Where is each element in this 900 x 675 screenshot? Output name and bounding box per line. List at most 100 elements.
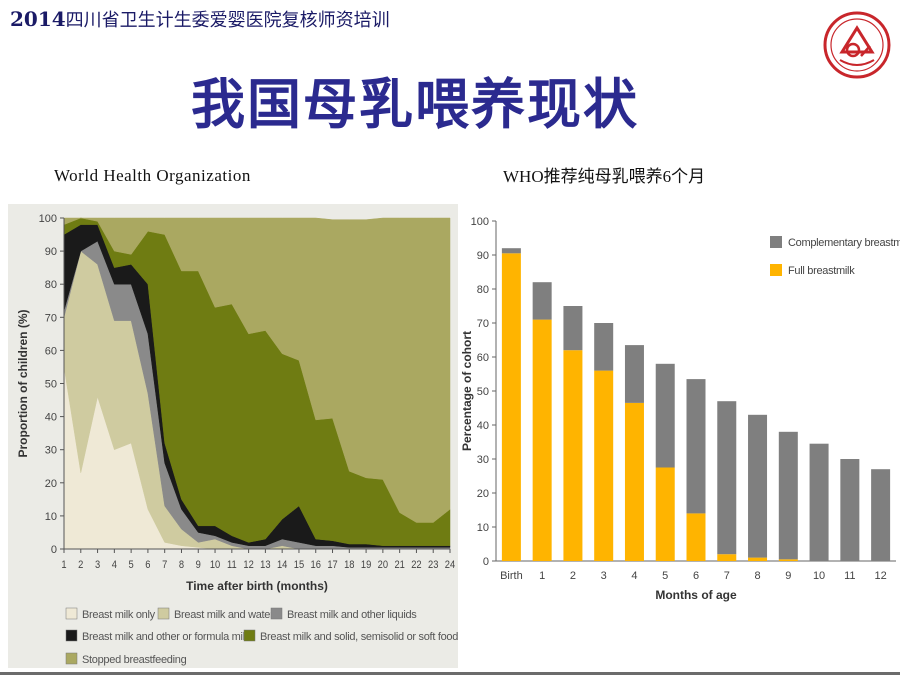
y-tick-label: 0 [483,556,489,568]
y-tick-label: 90 [477,250,489,262]
bar-full [717,554,737,561]
header-text: 四川省卫生计生委爱婴医院复核师资培训 [65,10,390,31]
bar-complementary [686,379,706,514]
legend-swatch-1 [770,264,782,276]
legend-label-5: Stopped breastfeeding [82,654,187,666]
x-tick-label: 8 [179,559,184,571]
y-tick-label: 50 [477,386,489,398]
x-tick-label: 9 [785,570,791,582]
y-axis-label: Proportion of children (%) [16,310,30,458]
y-tick-label: 40 [45,412,57,424]
footer-line [0,672,900,675]
y-tick-label: 80 [477,284,489,296]
bar-complementary [563,306,583,351]
legend-swatch-1 [157,607,170,620]
bar-full [778,559,798,561]
bar-full [501,253,521,562]
x-tick-label: 16 [311,559,322,571]
x-tick-label: 12 [874,570,886,582]
x-tick-label: 7 [724,570,730,582]
y-tick-label: 30 [45,445,57,457]
x-tick-label: 1 [61,559,66,571]
x-tick-label: 15 [294,559,305,571]
legend-label-1: Breast milk and water [174,609,274,621]
bar-full [624,402,644,561]
x-tick-label: 7 [162,559,167,571]
y-tick-label: 60 [477,352,489,364]
y-tick-label: 20 [477,488,489,500]
x-tick-label: 8 [754,570,760,582]
y-tick-label: 70 [45,312,57,324]
legend-label-3: Breast milk and other or formula milk [82,631,251,643]
x-tick-label: 18 [344,559,355,571]
legend-swatch-4 [243,629,256,642]
legend-label-1: Full breastmilk [788,265,855,277]
x-tick-label: Birth [500,570,523,582]
legend-label-0: Breast milk only [82,609,156,621]
y-tick-label: 10 [477,522,489,534]
hospital-logo [823,11,891,79]
x-tick-label: 14 [277,559,288,571]
x-tick-label: 6 [145,559,150,571]
bar-complementary [594,323,614,371]
legend-swatch-0 [770,236,782,248]
y-tick-label: 70 [477,318,489,330]
x-tick-label: 24 [445,559,456,571]
legend-swatch-2 [270,607,283,620]
x-tick-label: 21 [394,559,405,571]
y-tick-label: 100 [471,216,489,228]
bar-complementary [809,443,829,561]
bar-complementary [501,248,521,254]
y-tick-label: 20 [45,478,57,490]
x-tick-label: 3 [601,570,607,582]
y-tick-label: 10 [45,511,57,523]
x-tick-label: 19 [361,559,372,571]
x-tick-label: 13 [260,559,271,571]
legend-swatch-3 [65,629,78,642]
x-tick-label: 2 [78,559,83,571]
x-tick-label: 4 [631,570,637,582]
x-tick-label: 17 [327,559,338,571]
bar-complementary [748,414,768,558]
x-tick-label: 6 [693,570,699,582]
y-tick-label: 100 [39,213,57,225]
bar-full [532,319,552,561]
x-axis-label: Months of age [655,588,737,602]
bar-complementary [532,282,552,320]
y-tick-label: 40 [477,420,489,432]
legend-swatch-5 [65,652,78,665]
bar-complementary [840,459,860,561]
legend-label-2: Breast milk and other liquids [287,609,417,621]
x-tick-label: 10 [210,559,221,571]
slide-header: 2014四川省卫生计生委爱婴医院复核师资培训 [10,6,390,32]
y-tick-label: 90 [45,246,57,258]
bar-full [655,467,675,561]
x-tick-label: 10 [813,570,825,582]
x-tick-label: 5 [662,570,668,582]
y-tick-label: 80 [45,279,57,291]
bar-complementary [871,469,891,561]
bar-complementary [655,363,675,468]
y-tick-label: 60 [45,345,57,357]
bar-complementary [717,401,737,555]
bar-full [594,370,614,561]
y-tick-label: 30 [477,454,489,466]
x-tick-label: 4 [112,559,117,571]
legend-swatch-0 [65,607,78,620]
x-tick-label: 11 [844,570,855,582]
y-axis-label: Percentage of cohort [460,331,474,451]
x-tick-label: 22 [411,559,422,571]
x-tick-label: 2 [570,570,576,582]
bar-complementary [624,345,644,403]
area-series-5 [63,217,451,523]
x-tick-label: 23 [428,559,439,571]
header-year: 2014 [10,7,66,31]
right-caption: WHO推荐纯母乳喂养6个月 [503,167,706,186]
x-tick-label: 20 [378,559,389,571]
x-tick-label: 1 [539,570,545,582]
bar-full [686,513,706,561]
legend-label-4: Breast milk and solid, semisolid or soft… [260,631,458,643]
bar-full [563,350,583,561]
